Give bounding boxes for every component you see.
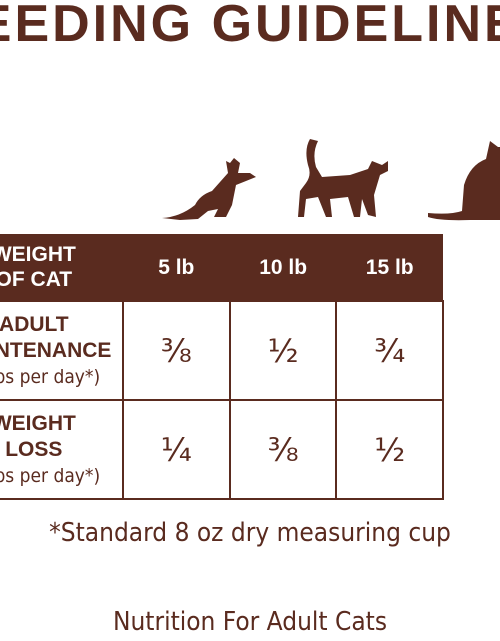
cell: ¼ xyxy=(121,399,231,500)
header-cell: WEIGHT OF CAT xyxy=(0,234,123,301)
unit-text: (cups per day*) xyxy=(0,464,101,487)
cell: ½ xyxy=(228,300,338,401)
cell: ⅜ xyxy=(121,300,231,401)
row-label: ADULTMAINTENANCE (cups per day*) xyxy=(0,300,124,401)
cell: ⅜ xyxy=(228,399,338,500)
header-text: WEIGHT xyxy=(0,243,76,266)
label-text: MAINTENANCE xyxy=(0,338,112,362)
title: FEEDING GUIDELINES xyxy=(0,0,500,53)
cell: ¾ xyxy=(335,300,444,401)
unit-text: (cups per day*) xyxy=(0,365,101,388)
table-row: ADULTMAINTENANCE (cups per day*) ⅜ ½ ¾ xyxy=(0,300,444,401)
cat-illustrations xyxy=(162,139,500,221)
cell: ½ xyxy=(335,399,444,500)
header-row: WEIGHT OF CAT 5 lb 10 lb 15 lb xyxy=(0,234,443,301)
header-cell: 15 lb xyxy=(336,234,443,301)
footnote: *Standard 8 oz dry measuring cup xyxy=(49,518,451,548)
header-cell: 5 lb xyxy=(122,234,230,301)
header-cell: 10 lb xyxy=(229,234,337,301)
header-text: OF CAT xyxy=(0,268,73,291)
label-text: LOSS xyxy=(5,437,63,461)
label-text: WEIGHT xyxy=(0,411,76,435)
label-text: ADULT xyxy=(0,312,69,336)
caption: Nutrition For Adult Cats xyxy=(112,607,388,637)
